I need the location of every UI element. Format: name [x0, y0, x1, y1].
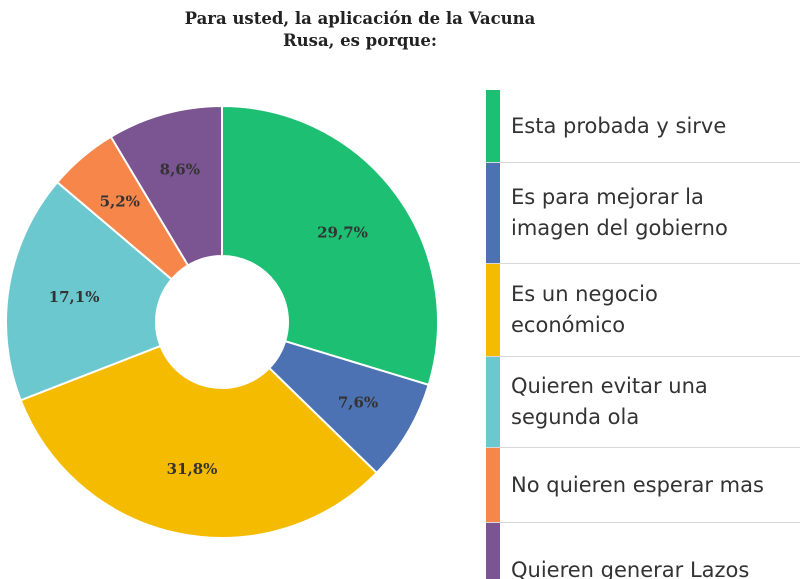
legend-item-segunda-ola: Quieren evitar una segunda ola — [486, 357, 800, 448]
slice-value-label: 29,7% — [317, 224, 368, 242]
pie-slice — [19, 344, 379, 539]
legend: Esta probada y sirve Es para mejorar la i… — [486, 90, 800, 579]
legend-label: Quieren evitar una segunda ola — [511, 374, 708, 429]
pie-slice — [5, 180, 174, 402]
chart-title: Para usted, la aplicación de la Vacuna R… — [184, 9, 536, 50]
slice-value-label: 31,8% — [167, 460, 218, 478]
legend-item-probada: Esta probada y sirve — [486, 90, 800, 163]
legend-item-imagen: Es para mejorar la imagen del gobierno — [486, 163, 800, 264]
pie-slice — [109, 104, 223, 267]
legend-swatch — [486, 90, 500, 162]
legend-item-lazos: Quieren generar Lazos — [486, 523, 800, 579]
slice-value-label: 17,1% — [49, 288, 100, 306]
slice-value-label: 8,6% — [160, 161, 200, 179]
legend-label: No quieren esperar mas — [511, 472, 764, 497]
legend-swatch — [486, 264, 500, 356]
legend-label: Es para mejorar la imagen del gobierno — [511, 185, 728, 240]
legend-item-negocio: Es un negocio económico — [486, 264, 800, 357]
slice-value-label: 7,6% — [338, 393, 378, 411]
pie-slice — [221, 104, 439, 387]
legend-swatch — [486, 448, 500, 522]
legend-label: Quieren generar Lazos — [511, 557, 750, 579]
slice-value-label: 5,2% — [100, 193, 140, 211]
legend-label: Es un negocio económico — [511, 282, 658, 337]
legend-label: Esta probada y sirve — [511, 113, 727, 138]
donut-chart: 29,7% 7,6% 31,8% 17,1% 5,2% 8,6% — [5, 104, 439, 539]
legend-item-esperar: No quieren esperar mas — [486, 448, 800, 523]
legend-swatch — [486, 163, 500, 263]
legend-swatch — [486, 523, 500, 579]
legend-swatch — [486, 357, 500, 447]
